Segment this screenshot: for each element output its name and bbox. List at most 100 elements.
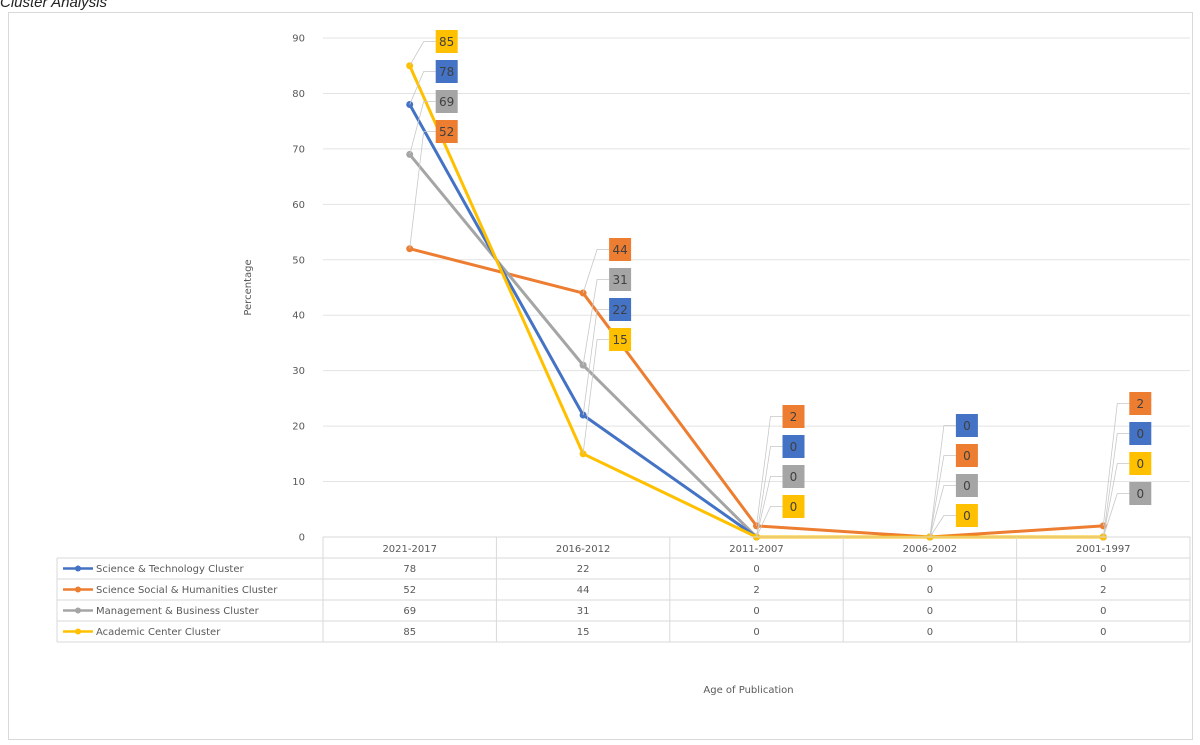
y-axis-ticks: 0 10 20 30 40 50 60 70 80 90: [292, 34, 305, 544]
table-cell: 31: [577, 606, 590, 617]
table-cell: 69: [403, 606, 416, 617]
table-cell: 0: [927, 564, 933, 575]
y-tick-label: 60: [292, 200, 305, 211]
data-label: 52: [439, 125, 454, 139]
data-label-box: [1129, 422, 1152, 445]
leader-line: [409, 71, 436, 105]
data-label: 15: [612, 333, 627, 347]
category-label: 2021-2017: [382, 544, 437, 555]
leader-line: [1102, 463, 1130, 538]
data-label-box: [955, 444, 978, 467]
data-label-box: [435, 90, 458, 113]
data-label-callouts: 85 78 69 52 44 31 22 15 2 0 0 0 0 0 0 0 2 0 0 0: [409, 30, 1152, 538]
data-label: 2: [790, 410, 798, 424]
table-cell: 78: [403, 564, 416, 575]
data-table: 2021-2017 2016-2012 2011-2007 2006-2002 2001…: [56, 536, 1191, 643]
table-cell: 15: [577, 627, 590, 638]
y-axis-label: Percentage: [243, 259, 254, 315]
chart-frame: [8, 12, 1193, 740]
legend-label: Science & Technology Cluster: [96, 564, 244, 575]
legend-label: Management & Business Cluster: [96, 606, 260, 617]
data-label: 0: [963, 449, 971, 463]
figure-caption: Cluster Analysis: [0, 0, 107, 11]
data-label-box: [609, 268, 632, 291]
leader-line: [929, 485, 956, 538]
data-label-box: [955, 474, 978, 497]
data-label: 0: [1136, 457, 1144, 471]
leader-line: [756, 416, 783, 526]
leader-line: [929, 455, 956, 538]
y-tick-label: 10: [292, 477, 305, 488]
category-label: 2016-2012: [556, 544, 611, 555]
legend-marker: [75, 607, 81, 614]
data-label: 0: [963, 419, 971, 433]
data-label-box: [782, 495, 805, 518]
data-label: 85: [439, 35, 454, 49]
table-cell: 0: [927, 606, 933, 617]
data-label-box: [955, 504, 978, 527]
table-cell: 0: [1100, 564, 1106, 575]
data-label: 0: [963, 509, 971, 523]
data-label-box: [609, 298, 632, 321]
table-cell: 0: [927, 585, 933, 596]
data-label-box: [782, 405, 805, 428]
y-tick-label: 20: [292, 422, 305, 433]
table-cell: 44: [577, 585, 590, 596]
data-label-box: [609, 238, 632, 261]
table-cell: 0: [753, 564, 759, 575]
data-label: 22: [612, 303, 627, 317]
leader-line: [582, 249, 610, 294]
leader-line: [582, 279, 610, 366]
leader-line: [409, 101, 436, 155]
category-label: 2006-2002: [903, 544, 958, 555]
table-cell: 0: [1100, 606, 1106, 617]
data-label-box: [435, 30, 458, 53]
data-label-box: [435, 60, 458, 83]
table-cell: 0: [1100, 627, 1106, 638]
y-tick-label: 70: [292, 144, 305, 155]
legend-label: Science Social & Humanities Cluster: [96, 585, 278, 596]
x-axis-label: Age of Publication: [703, 685, 793, 696]
category-label: 2011-2007: [729, 544, 784, 555]
leader-line: [582, 309, 610, 416]
leader-line: [756, 446, 783, 538]
y-tick-label: 50: [292, 255, 305, 266]
data-label: 0: [963, 479, 971, 493]
data-label-box: [782, 465, 805, 488]
y-tick-label: 90: [292, 34, 305, 45]
leader-line: [409, 41, 436, 66]
series-lines: [406, 62, 1107, 541]
table-cell: 2: [753, 585, 759, 596]
legend-marker: [75, 586, 81, 593]
leader-line: [929, 515, 956, 538]
table-cell: 85: [403, 627, 416, 638]
data-label-box: [435, 120, 458, 143]
leader-line: [1102, 493, 1130, 538]
data-label: 78: [439, 65, 454, 79]
table-cell: 0: [927, 627, 933, 638]
legend-label: Academic Center Cluster: [96, 627, 221, 638]
table-cell: 0: [753, 606, 759, 617]
series-line: [408, 153, 1104, 539]
table-cell: 2: [1100, 585, 1106, 596]
leader-line: [1102, 403, 1130, 526]
table-cell: 0: [753, 627, 759, 638]
y-tick-label: 40: [292, 311, 305, 322]
legend-marker: [75, 565, 81, 572]
leader-line: [756, 506, 783, 538]
data-label-box: [1129, 482, 1152, 505]
series-line: [408, 65, 1104, 539]
data-label: 44: [612, 243, 627, 257]
category-label: 2001-1997: [1076, 544, 1131, 555]
data-label: 0: [790, 500, 798, 514]
data-label-box: [782, 435, 805, 458]
data-label-box: [1129, 452, 1152, 475]
legend-marker: [75, 628, 81, 635]
y-tick-label: 30: [292, 366, 305, 377]
leader-line: [409, 131, 436, 249]
data-label: 0: [1136, 487, 1144, 501]
data-label: 0: [790, 470, 798, 484]
leader-line: [582, 339, 610, 454]
leader-line: [1102, 433, 1130, 538]
